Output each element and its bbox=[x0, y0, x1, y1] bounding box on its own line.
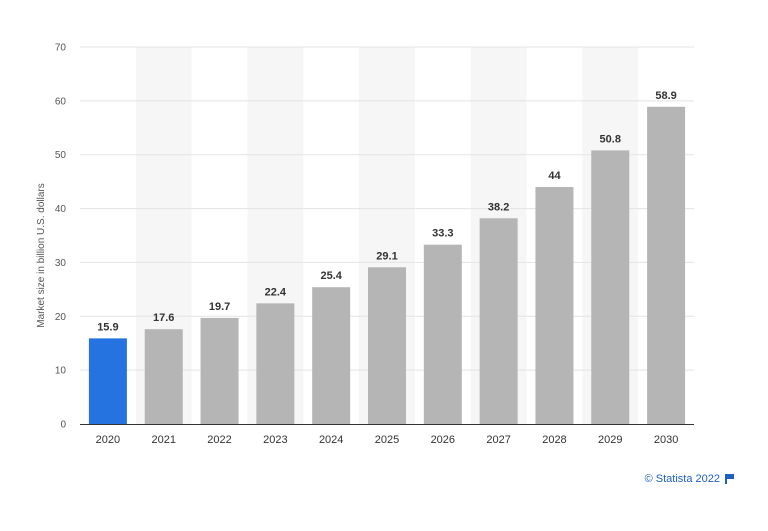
x-tick-label: 2030 bbox=[654, 434, 678, 446]
bars bbox=[88, 106, 686, 425]
y-tick-label: 20 bbox=[55, 312, 67, 323]
x-tick-label: 2028 bbox=[542, 434, 566, 446]
y-tick-label: 70 bbox=[55, 43, 67, 54]
x-tick-label: 2027 bbox=[486, 434, 510, 446]
credit-text[interactable]: © Statista 2022 bbox=[644, 473, 720, 485]
y-axis-label: Market size in billion U.S. dollars bbox=[36, 183, 47, 328]
x-tick-label: 2021 bbox=[151, 434, 175, 446]
bar[interactable] bbox=[479, 218, 518, 424]
data-label: 50.8 bbox=[600, 133, 621, 145]
y-tick-label: 10 bbox=[55, 366, 67, 377]
x-tick-label: 2026 bbox=[431, 434, 455, 446]
x-tick-label: 2025 bbox=[375, 434, 399, 446]
data-label: 17.6 bbox=[153, 312, 174, 324]
bar[interactable] bbox=[88, 338, 127, 424]
bar[interactable] bbox=[647, 106, 686, 424]
y-tick-label: 60 bbox=[55, 96, 67, 107]
data-label: 44 bbox=[548, 170, 561, 182]
x-tick-label: 2022 bbox=[207, 434, 231, 446]
bar[interactable] bbox=[312, 287, 351, 424]
y-tick-label: 0 bbox=[60, 420, 66, 431]
bar[interactable] bbox=[535, 187, 574, 424]
data-label: 19.7 bbox=[209, 301, 230, 313]
bar[interactable] bbox=[368, 267, 406, 424]
data-label: 29.1 bbox=[376, 250, 397, 262]
data-label: 38.2 bbox=[488, 201, 509, 213]
y-tick-label: 40 bbox=[55, 204, 67, 215]
x-tick-label: 2029 bbox=[598, 434, 622, 446]
y-tick-labels: 0 10 20 30 40 50 60 70 bbox=[55, 43, 67, 431]
x-tick-label: 2023 bbox=[263, 434, 287, 446]
bar[interactable] bbox=[423, 244, 462, 424]
data-label: 22.4 bbox=[265, 286, 287, 298]
data-label: 25.4 bbox=[320, 270, 342, 282]
y-tick-label: 30 bbox=[55, 258, 67, 269]
bar[interactable] bbox=[591, 150, 630, 425]
data-label: 33.3 bbox=[432, 228, 453, 240]
x-tick-labels: 2020 2021 2022 2023 2024 2025 2026 2027 2028 2029… bbox=[96, 434, 679, 446]
y-tick-label: 50 bbox=[55, 150, 67, 161]
data-label: 58.9 bbox=[655, 90, 676, 102]
data-labels: 15.9 17.6 19.7 22.4 25.4 29.1 33.3 38.2 44 50.8 58… bbox=[97, 90, 677, 334]
x-tick-label: 2024 bbox=[319, 434, 343, 446]
x-tick-label: 2020 bbox=[96, 434, 120, 446]
data-label: 15.9 bbox=[97, 321, 118, 333]
flag-icon[interactable] bbox=[725, 474, 734, 484]
bar[interactable] bbox=[144, 329, 183, 424]
bar[interactable] bbox=[200, 317, 239, 424]
bar[interactable] bbox=[256, 303, 295, 424]
credit[interactable]: © Statista 2022 bbox=[645, 473, 734, 485]
